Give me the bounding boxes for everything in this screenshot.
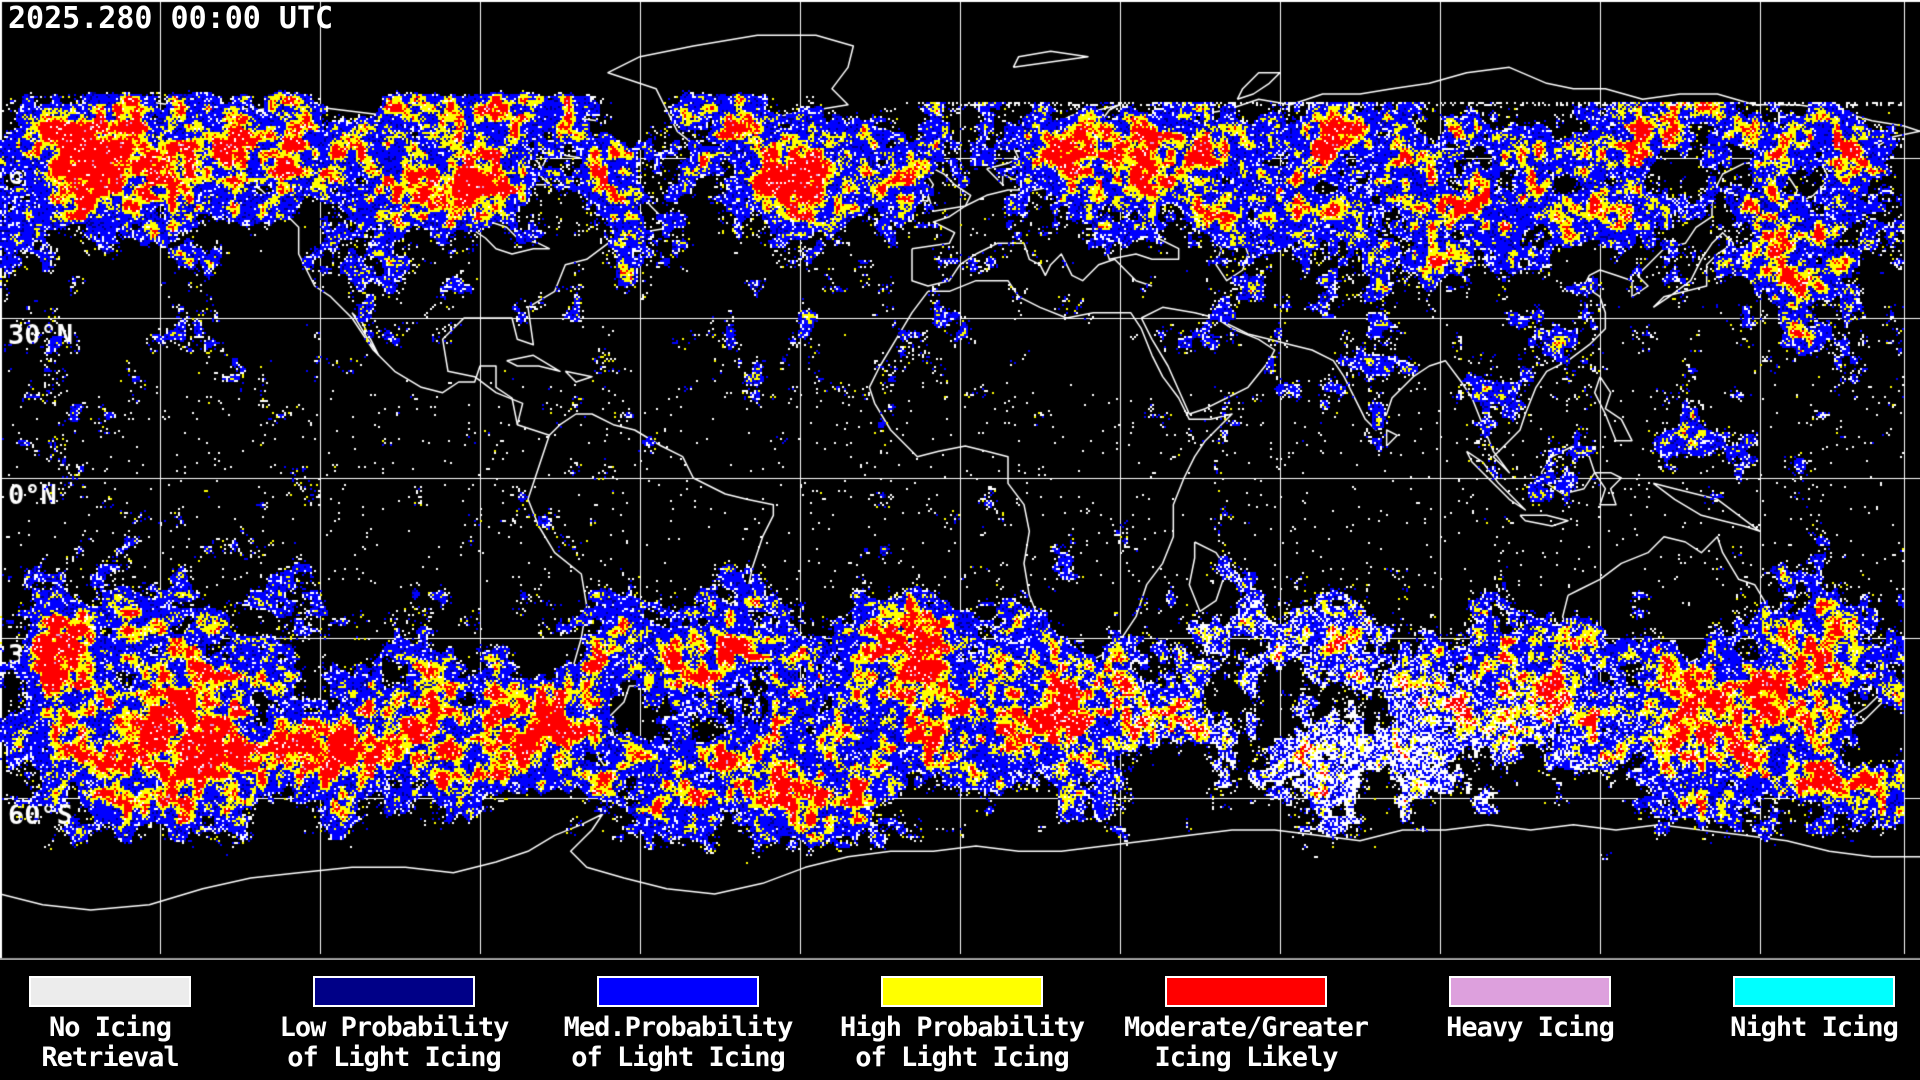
legend-swatch-moderate-greater xyxy=(1165,976,1327,1007)
legend-swatch-med-probability xyxy=(597,976,759,1007)
legend-label: Icing Likely xyxy=(1154,1042,1338,1073)
legend-swatch-night-icing xyxy=(1733,976,1895,1007)
legend-item-moderate-greater: Moderate/Greater Icing Likely xyxy=(1096,976,1396,1073)
legend-label: Low Probability xyxy=(279,1012,510,1043)
legend-swatch-heavy-icing xyxy=(1449,976,1611,1007)
timestamp-label: 2025.280 00:00 UTC xyxy=(8,1,334,36)
legend-swatch-low-probability xyxy=(313,976,475,1007)
legend-label: No Icing xyxy=(48,1012,172,1043)
legend-item-heavy-icing: Heavy Icing xyxy=(1380,976,1680,1073)
legend-item-high-probability: High Probability of Light Icing xyxy=(812,976,1112,1073)
legend-item-med-probability: Med.Probability of Light Icing xyxy=(528,976,828,1073)
legend-item-no-icing: No Icing Retrieval xyxy=(0,976,260,1073)
legend-label: Moderate/Greater xyxy=(1123,1012,1369,1043)
legend-swatch-high-probability xyxy=(881,976,1043,1007)
legend-item-night-icing: Night Icing xyxy=(1664,976,1920,1073)
legend-label: Night Icing xyxy=(1730,1012,1899,1043)
legend-item-low-probability: Low Probability of Light Icing xyxy=(244,976,544,1073)
world-icing-map-canvas xyxy=(0,0,1920,960)
legend-label: Med.Probability xyxy=(563,1012,794,1043)
legend-swatch-no-icing xyxy=(29,976,191,1007)
legend-label: of Light Icing xyxy=(287,1042,502,1073)
legend-label: of Light Icing xyxy=(571,1042,786,1073)
legend-bar: No Icing Retrieval Low Probability of Li… xyxy=(0,960,1920,1080)
legend-label: Heavy Icing xyxy=(1446,1012,1615,1043)
legend-label: Retrieval xyxy=(41,1042,179,1073)
legend-label: High Probability xyxy=(839,1012,1085,1043)
legend-label xyxy=(1664,1043,1920,1073)
legend-label xyxy=(1380,1043,1680,1073)
legend-label: of Light Icing xyxy=(855,1042,1070,1073)
